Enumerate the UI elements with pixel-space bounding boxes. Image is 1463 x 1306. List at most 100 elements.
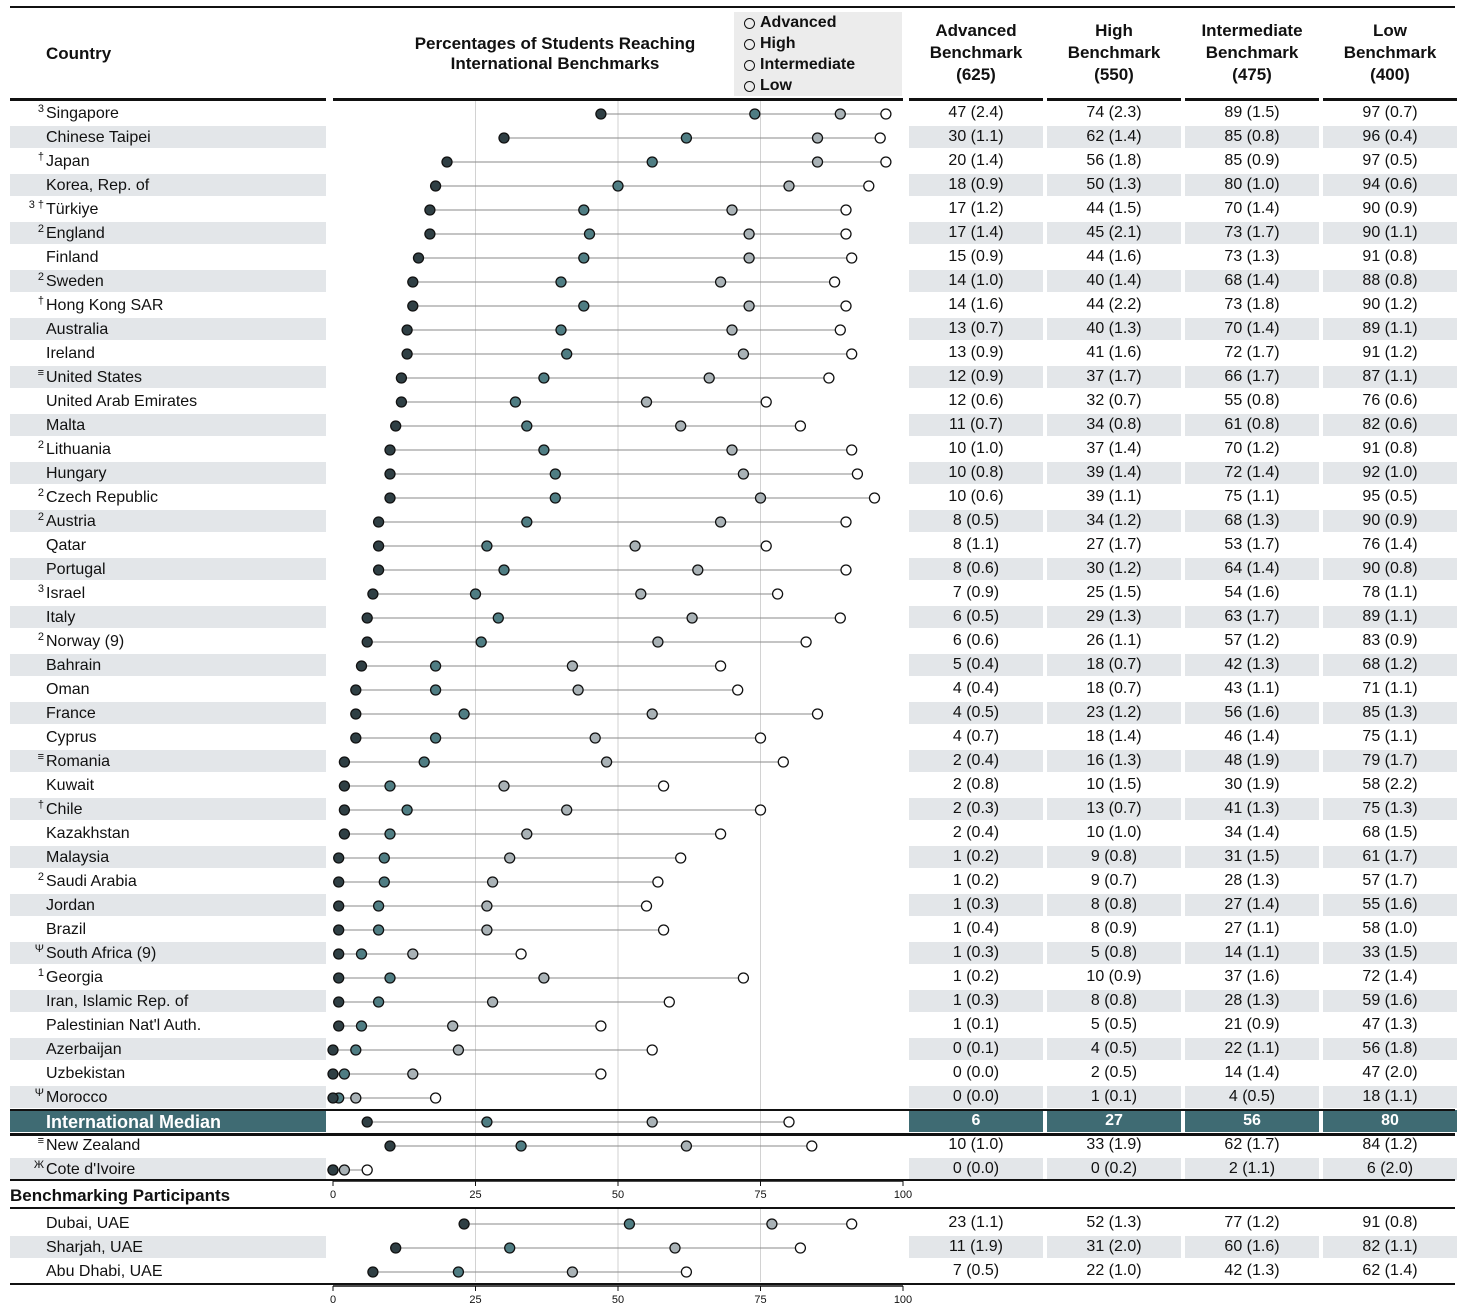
benchmarking-section-label: Benchmarking Participants bbox=[10, 1186, 231, 1205]
dot-advanced bbox=[384, 492, 396, 504]
cell-intermediate: 56 bbox=[1185, 1110, 1319, 1132]
cell-high: 2 (0.5) bbox=[1090, 1064, 1138, 1081]
dot-high bbox=[372, 900, 385, 912]
dot-intermediate bbox=[726, 324, 738, 336]
cell-advanced: 7 (0.5) bbox=[952, 1262, 1000, 1279]
country-name: Dubai, UAE bbox=[46, 1215, 130, 1232]
column-header-line: (475) bbox=[1232, 65, 1272, 84]
row-background bbox=[10, 606, 326, 628]
cell-low: 33 (1.5) bbox=[1323, 942, 1457, 964]
dot-intermediate bbox=[652, 636, 664, 648]
country-cell: 3 Israel bbox=[10, 583, 326, 605]
cell-high: 18 (0.7) bbox=[1047, 654, 1181, 676]
table-row: 2 Czech Republic 10 (0.6) 39 (1.1) 75 (1.1) 9… bbox=[10, 485, 1455, 509]
cell-high: 62 (1.4) bbox=[1047, 126, 1181, 148]
country-name: Czech Republic bbox=[46, 489, 159, 506]
country-cell: † Chile bbox=[10, 799, 326, 821]
table-row: Oman 4 (0.4) 18 (0.7) 43 (1.1) 71 (1.1) bbox=[10, 677, 1455, 701]
country-cell: Brazil bbox=[10, 919, 326, 941]
row-background bbox=[10, 750, 326, 772]
cell-high: 4 (0.5) bbox=[1047, 1038, 1181, 1060]
cell-advanced: 0 (0.1) bbox=[909, 1038, 1043, 1060]
country-cell: Jordan bbox=[10, 895, 326, 917]
country-name: Jordan bbox=[46, 897, 95, 914]
row-background bbox=[10, 942, 326, 964]
cell-intermediate: 27 (1.4) bbox=[1185, 894, 1319, 916]
country-name: Finland bbox=[46, 249, 99, 266]
dot-row bbox=[401, 324, 846, 336]
x-tick-label: 50 bbox=[612, 1189, 624, 1201]
cell-low: 62 (1.4) bbox=[1362, 1262, 1418, 1279]
dot-low bbox=[840, 228, 852, 240]
row-background bbox=[10, 174, 326, 196]
x-tick-label: 0 bbox=[330, 1294, 336, 1306]
cell-low: 91 (0.8) bbox=[1362, 1214, 1418, 1231]
cell-high: 37 (1.4) bbox=[1086, 440, 1142, 457]
country-name: New Zealand bbox=[46, 1137, 141, 1154]
cell-advanced: 0 (0.0) bbox=[909, 1086, 1043, 1108]
cell-high: 8 (0.8) bbox=[1047, 990, 1181, 1012]
dot-intermediate bbox=[811, 156, 824, 168]
cell-advanced: 8 (1.1) bbox=[952, 536, 1000, 553]
cell-intermediate: 54 (1.6) bbox=[1224, 584, 1280, 601]
dot-intermediate bbox=[743, 300, 755, 312]
cell-high: 32 (0.7) bbox=[1086, 392, 1142, 409]
table-row: 2 Lithuania 10 (1.0) 37 (1.4) 70 (1.2) 91 (0.… bbox=[10, 437, 1455, 461]
dot-low bbox=[880, 156, 892, 168]
dot-low bbox=[840, 204, 852, 216]
dot-row bbox=[595, 108, 892, 120]
country-cell: Palestinian Nat'l Auth. bbox=[10, 1015, 326, 1037]
table-row: Sharjah, UAE 11 (1.9) 31 (2.0) 60 (1.6) 82 (… bbox=[10, 1235, 1457, 1259]
dot-row bbox=[361, 612, 846, 624]
dot-low bbox=[657, 924, 670, 936]
cell-intermediate: 42 (1.3) bbox=[1185, 654, 1319, 676]
x-tick-label: 25 bbox=[469, 1294, 481, 1306]
column-header-line: (400) bbox=[1370, 65, 1410, 84]
country-footnote-mark: 3 † bbox=[28, 199, 44, 211]
country-cell: ≡ United States bbox=[10, 367, 326, 389]
dot-high bbox=[646, 156, 658, 168]
dot-intermediate bbox=[566, 1266, 579, 1278]
country-name: Qatar bbox=[46, 537, 87, 554]
dot-row bbox=[333, 1020, 607, 1032]
cell-low: 90 (1.1) bbox=[1323, 222, 1457, 244]
legend-dot-low bbox=[744, 81, 755, 92]
column-header-line: (550) bbox=[1094, 65, 1134, 84]
country-name: Singapore bbox=[46, 105, 119, 122]
cell-low: 95 (0.5) bbox=[1362, 488, 1418, 505]
cell-low: 89 (1.1) bbox=[1323, 318, 1457, 340]
dot-advanced bbox=[395, 396, 408, 408]
cell-low: 57 (1.7) bbox=[1362, 872, 1418, 889]
row-background bbox=[10, 654, 326, 676]
cell-advanced: 11 (0.7) bbox=[909, 414, 1043, 436]
cell-intermediate: 14 (1.1) bbox=[1185, 942, 1319, 964]
cell-low: 97 (0.7) bbox=[1362, 104, 1418, 121]
x-tick-label: 100 bbox=[894, 1294, 912, 1306]
cell-intermediate: 42 (1.3) bbox=[1224, 1262, 1280, 1279]
cell-low: 75 (1.1) bbox=[1362, 728, 1418, 745]
dot-row bbox=[429, 180, 875, 192]
cell-low: 92 (1.0) bbox=[1323, 462, 1457, 484]
dot-advanced bbox=[372, 516, 385, 528]
dot-intermediate bbox=[737, 348, 750, 360]
dot-high bbox=[498, 564, 510, 576]
cell-advanced: 6 (0.5) bbox=[909, 606, 1043, 628]
x-tick-label: 25 bbox=[469, 1189, 481, 1201]
country-footnote-mark: Ж bbox=[33, 1159, 44, 1171]
cell-advanced: 12 (0.9) bbox=[909, 366, 1043, 388]
cell-high: 29 (1.3) bbox=[1047, 606, 1181, 628]
cell-advanced: 17 (1.2) bbox=[948, 200, 1004, 217]
row-background bbox=[10, 990, 326, 1012]
table-rule bbox=[10, 1179, 1455, 1181]
cell-intermediate: 64 (1.4) bbox=[1185, 558, 1319, 580]
dot-high bbox=[384, 780, 396, 792]
country-cell: United Arab Emirates bbox=[10, 391, 326, 413]
dot-advanced bbox=[355, 660, 368, 672]
table-row: Azerbaijan 0 (0.1) 4 (0.5) 22 (1.1) 56 (1.8) bbox=[10, 1037, 1457, 1061]
country-cell: International Median bbox=[10, 1111, 326, 1133]
cell-low: 76 (1.4) bbox=[1362, 536, 1418, 553]
dot-row bbox=[372, 540, 772, 552]
dot-row bbox=[327, 1092, 442, 1104]
dot-intermediate bbox=[566, 660, 579, 672]
dot-high bbox=[680, 132, 693, 144]
